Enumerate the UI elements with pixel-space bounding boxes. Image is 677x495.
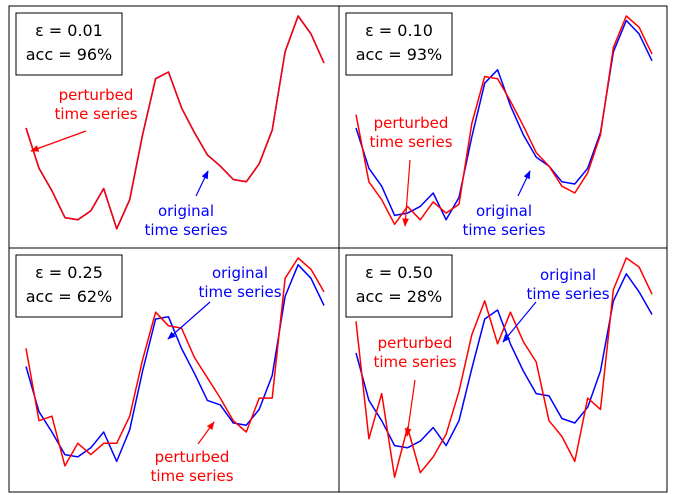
epsilon-label: ε = 0.50: [365, 263, 433, 282]
accuracy-label: acc = 93%: [356, 45, 443, 64]
annotation-arrow: [30, 130, 87, 152]
accuracy-label: acc = 62%: [26, 287, 113, 306]
perturbed-series-line: [25, 257, 325, 467]
annotation-text: original: [540, 266, 596, 284]
annotation-text: original: [158, 202, 214, 220]
accuracy-label: acc = 28%: [356, 287, 443, 306]
epsilon-label: ε = 0.25: [35, 263, 103, 282]
accuracy-label: acc = 96%: [26, 45, 113, 64]
annotation-text: perturbed: [59, 86, 134, 104]
annotation-text: original: [476, 202, 532, 220]
annotation-text: time series: [144, 221, 227, 239]
annotation-text: perturbed: [378, 334, 453, 352]
annotation-text: original: [212, 264, 268, 282]
perturbed-series-line: [355, 15, 653, 226]
metrics-box: [345, 254, 453, 318]
annotation-text: time series: [369, 133, 452, 151]
annotation-arrow: [517, 170, 531, 197]
annotation-arrow: [195, 170, 209, 197]
annotation-text: perturbed: [155, 448, 230, 466]
metrics-box: [15, 254, 123, 318]
metrics-box: [345, 12, 453, 76]
annotation-text: time series: [462, 221, 545, 239]
annotation-arrow: [502, 301, 537, 343]
annotation-text: time series: [150, 467, 233, 485]
annotation-text: time series: [54, 105, 137, 123]
annotation-arrow: [404, 379, 416, 437]
epsilon-label: ε = 0.01: [35, 21, 103, 40]
annotation-text: time series: [198, 283, 281, 301]
annotation-text: time series: [526, 285, 609, 303]
annotation-text: time series: [373, 353, 456, 371]
annotation-text: perturbed: [374, 114, 449, 132]
perturbed-series-line: [25, 15, 325, 230]
annotation-arrow: [402, 159, 411, 227]
annotation-arrow: [197, 421, 215, 445]
annotation-arrow: [167, 301, 211, 340]
metrics-box: [15, 12, 123, 76]
epsilon-label: ε = 0.10: [365, 21, 433, 40]
